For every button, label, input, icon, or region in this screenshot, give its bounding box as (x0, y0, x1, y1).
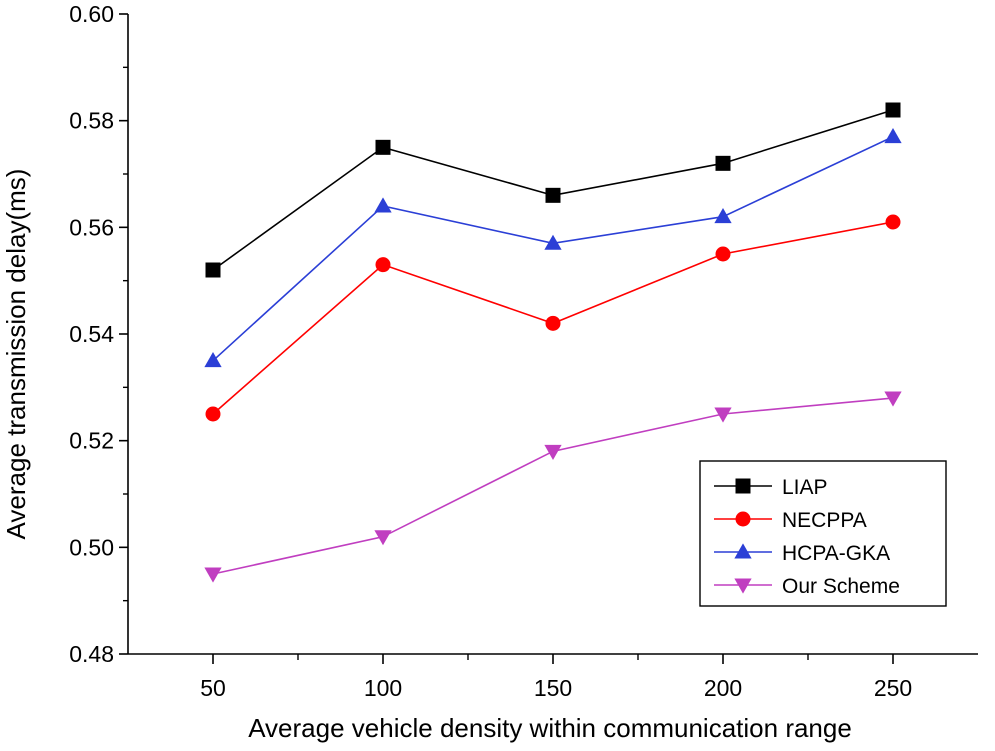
data-point-our-scheme (204, 567, 222, 583)
series-necppa (205, 214, 901, 422)
y-tick-label: 0.56 (69, 214, 114, 240)
data-point-liap (205, 262, 221, 278)
legend-marker-liap (735, 478, 751, 494)
data-point-our-scheme (884, 391, 902, 407)
x-tick-label: 50 (200, 675, 226, 701)
data-point-our-scheme (374, 530, 392, 546)
data-point-hcpa-gka (374, 197, 392, 213)
series-our-scheme (204, 391, 902, 583)
data-point-liap (375, 139, 391, 155)
series-hcpa-gka (204, 128, 902, 368)
legend-label-liap: LIAP (782, 476, 828, 499)
y-axis-title: Average transmission delay(ms) (1, 169, 31, 540)
legend-marker-hcpa-gka (734, 543, 752, 559)
y-tick-label: 0.52 (69, 428, 114, 454)
axes: 0.48 0.50 0.52 0.54 0.56 0.58 0.60 50 100 150 200 2… (1, 1, 978, 743)
series-layer (204, 102, 902, 583)
data-point-our-scheme (544, 444, 562, 460)
data-point-hcpa-gka (204, 352, 222, 368)
data-point-hcpa-gka (884, 128, 902, 144)
x-tick-label: 200 (704, 675, 742, 701)
y-tick-label: 0.60 (69, 1, 114, 27)
x-tick-label: 150 (534, 675, 572, 701)
legend-marker-necppa (735, 511, 751, 527)
data-point-liap (715, 155, 731, 171)
x-tick-label: 250 (874, 675, 912, 701)
y-tick-label: 0.50 (69, 534, 114, 560)
data-point-necppa (205, 406, 221, 422)
legend-marker-our-scheme (734, 578, 752, 594)
x-tick-label: 100 (364, 675, 402, 701)
data-point-necppa (545, 315, 561, 331)
data-point-necppa (375, 257, 391, 273)
data-point-hcpa-gka (544, 234, 562, 250)
data-point-necppa (885, 214, 901, 230)
legend: LIAP NECPPA HCPA-GKA Our Scheme (699, 460, 947, 607)
data-point-hcpa-gka (714, 208, 732, 224)
legend-label-hcpa-gka: HCPA-GKA (782, 542, 890, 565)
data-point-necppa (715, 246, 731, 262)
x-axis-title: Average vehicle density within communica… (248, 713, 852, 743)
data-point-liap (545, 187, 561, 203)
legend-label-necppa: NECPPA (782, 509, 867, 532)
y-tick-label: 0.54 (69, 321, 114, 347)
legend-label-our-scheme: Our Scheme (782, 575, 900, 598)
data-point-our-scheme (714, 407, 732, 423)
y-tick-label: 0.48 (69, 641, 114, 667)
y-tick-label: 0.58 (69, 108, 114, 134)
series-liap (205, 102, 901, 278)
data-point-liap (885, 102, 901, 118)
